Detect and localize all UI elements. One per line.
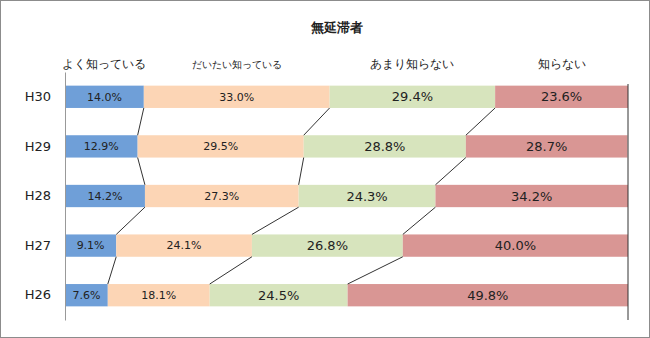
bar-segment — [65, 234, 116, 256]
data-label: 24.3% — [346, 189, 387, 204]
connector — [304, 108, 330, 135]
tick-label: H29 — [25, 139, 51, 154]
data-label: 33.0% — [219, 91, 254, 104]
data-label: 14.2% — [87, 190, 122, 203]
connector — [108, 257, 116, 284]
data-label: 7.6% — [72, 289, 100, 302]
bar-segment — [330, 86, 496, 108]
data-label: 14.0% — [87, 91, 122, 104]
bar-segment — [65, 135, 138, 157]
connector — [466, 108, 495, 135]
bar-segment — [403, 234, 628, 256]
tick: H29 — [25, 139, 65, 154]
data-label: 18.1% — [141, 289, 176, 302]
connector — [138, 108, 144, 135]
data-label: 34.2% — [511, 189, 552, 204]
tick-label: H27 — [25, 238, 51, 253]
tick: H27 — [25, 238, 65, 253]
bar-segment — [299, 185, 436, 207]
frame — [1, 1, 650, 338]
tick-label: H26 — [25, 287, 51, 302]
tick-label: H30 — [25, 89, 51, 104]
axis-line — [65, 73, 66, 321]
bar-segment — [495, 86, 628, 108]
title: 無延滞者 — [310, 20, 363, 35]
data-label: 9.1% — [77, 239, 105, 252]
data-label: 29.4% — [392, 89, 433, 104]
labels: よく知っている だいたい知っている あまり知らない 知らない 14.0% 12.9% 14.… — [62, 57, 585, 303]
connector — [116, 207, 145, 234]
bars — [65, 86, 628, 307]
series-header: 知らない — [538, 57, 586, 71]
connector — [435, 158, 465, 185]
connector — [138, 158, 145, 185]
y-axis: H30 H29 H28 H27 H26 — [25, 73, 66, 321]
data-label: 28.7% — [526, 139, 567, 154]
bar-segment — [466, 135, 628, 157]
tick: H30 — [25, 89, 65, 104]
bar-segment — [108, 284, 210, 306]
series-header: だいたい知っている — [192, 59, 282, 70]
data-label: 12.9% — [84, 140, 119, 153]
data-label: 24.5% — [258, 288, 299, 303]
bar-segment — [65, 284, 108, 306]
connector — [252, 207, 299, 234]
tick: H26 — [25, 287, 65, 302]
bar-segment — [116, 234, 252, 256]
data-label: 26.8% — [307, 238, 348, 253]
bar-segment — [348, 284, 628, 306]
data-label: 23.6% — [541, 89, 582, 104]
data-label: 28.8% — [364, 139, 405, 154]
tick: H28 — [25, 188, 65, 203]
bar-segment — [145, 185, 299, 207]
connector — [403, 207, 436, 234]
bar-segment — [435, 185, 628, 207]
bar-segment — [65, 185, 145, 207]
data-label: 27.3% — [204, 190, 239, 203]
bar-segment — [304, 135, 466, 157]
series-header: よく知っている — [62, 57, 146, 71]
data-label: 40.0% — [495, 238, 536, 253]
bar-segment — [252, 234, 403, 256]
bar-segment — [144, 86, 330, 108]
series-header: あまり知らない — [370, 57, 454, 71]
data-label: 49.8% — [467, 288, 508, 303]
bar-segment — [65, 86, 144, 108]
connector — [210, 257, 252, 284]
bar-segment — [138, 135, 304, 157]
data-label: 29.5% — [203, 140, 238, 153]
data-label: 24.1% — [167, 239, 202, 252]
tick-label: H28 — [25, 188, 51, 203]
bar-segment — [210, 284, 348, 306]
connector — [299, 158, 304, 185]
range-end-line — [628, 84, 629, 320]
connector — [348, 257, 403, 284]
chart: 無延滞者 H30 H29 H28 H27 H26 よく知っている だいたい知っている あまり知ら… — [0, 0, 650, 338]
